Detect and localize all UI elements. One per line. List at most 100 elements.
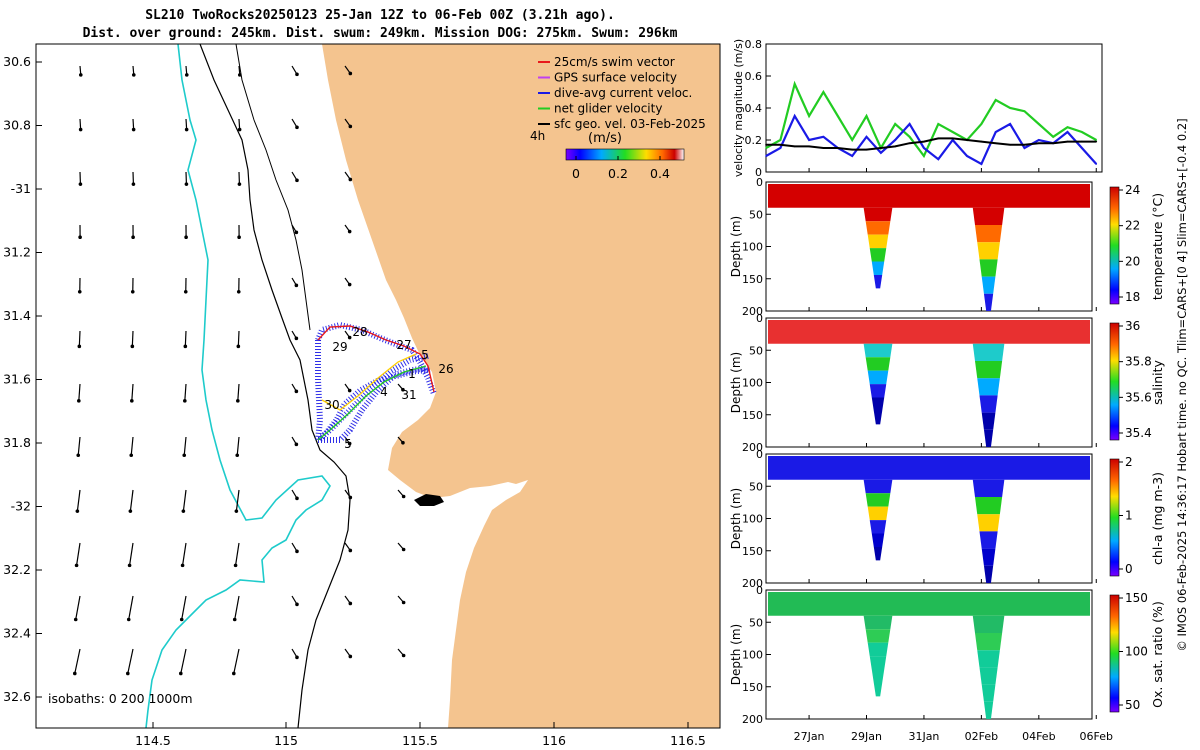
section-band — [972, 207, 1005, 225]
lat-tick-label: -31 — [11, 181, 31, 196]
velocity-arrowhead — [131, 235, 135, 239]
velocity-point — [923, 147, 925, 149]
cbar-tick-label: 35.4 — [1125, 426, 1152, 440]
velocity-arrow — [183, 436, 187, 456]
lat-tick-label: 31.8 — [3, 435, 31, 450]
section-plot: 0 50 100 150 200 18 20 22 24 — [742, 176, 1140, 318]
time-tick-label: 04Feb — [1022, 730, 1055, 743]
velocity-point — [1052, 142, 1054, 144]
velocity-arrowhead — [131, 182, 136, 186]
section-band — [983, 701, 994, 719]
cbar-tick-label: 1 — [1125, 509, 1133, 523]
section-band — [865, 493, 891, 507]
velocity-arrowhead — [237, 235, 241, 239]
section-band — [871, 397, 885, 411]
section-band — [977, 514, 1000, 532]
speed-colorbar — [565, 148, 685, 161]
velocity-point — [865, 115, 868, 117]
lat-tick-label: -32 — [11, 499, 31, 514]
credit-text: © IMOS 06-Feb-2025 14:36:17 Hobart time.… — [1175, 118, 1189, 651]
depth-tick-label: 100 — [742, 241, 763, 254]
velocity-point — [851, 155, 853, 157]
velocity-point — [894, 145, 897, 148]
section-band — [979, 259, 998, 277]
salinity-cbar-label: salinity — [1150, 359, 1165, 404]
velocity-arrow — [184, 383, 187, 401]
velocity-point — [937, 123, 940, 125]
section-band — [867, 642, 889, 657]
track-day-label: 31 — [401, 388, 416, 402]
glider-track — [314, 321, 437, 448]
rottnest-island — [414, 494, 444, 506]
velocity-arrowhead — [130, 289, 135, 294]
chl-cbar-label: chl-a (mg m-3) — [1150, 472, 1165, 565]
lat-tick-label: 32.2 — [3, 562, 31, 577]
velocity-point — [908, 123, 911, 125]
velocity-point — [765, 155, 767, 157]
section-band — [975, 497, 1003, 515]
velocity-arrowhead — [131, 73, 136, 77]
section-band — [869, 656, 887, 670]
velocity-point — [808, 145, 810, 148]
section-band — [979, 395, 998, 413]
velocity-arrow — [75, 542, 81, 566]
velocity-arrowhead — [348, 71, 353, 76]
velocity-point — [1095, 139, 1098, 141]
isobath-1000m — [145, 44, 331, 728]
depth-tick-label: 100 — [742, 377, 763, 390]
section-band — [977, 242, 1000, 260]
track-day-label: 5 — [421, 348, 429, 362]
velocity-point — [765, 144, 767, 146]
velocity-point — [937, 137, 940, 140]
velocity-arrow-field — [73, 65, 406, 676]
velocity-point — [1009, 144, 1011, 146]
velocity-arrowhead — [236, 399, 240, 403]
time-tick-label: 02Feb — [965, 730, 998, 743]
depth-tick-label: 50 — [749, 616, 763, 629]
velocity-arrowhead — [401, 600, 406, 605]
velocity-arrowhead — [294, 283, 299, 288]
track-day-label: 1 — [408, 367, 416, 381]
section-band — [869, 520, 887, 534]
velocity-arrowhead — [183, 289, 188, 294]
cbar-tick-label: 35.6 — [1125, 390, 1152, 404]
velocity-point — [779, 144, 782, 146]
velocity-arrow — [180, 648, 187, 674]
time-tick-label: 31Jan — [908, 730, 939, 743]
velocity-ytick-label: 0.6 — [745, 70, 763, 83]
velocity-arrowhead — [184, 182, 189, 186]
section-band — [975, 225, 1003, 243]
velocity-point — [937, 158, 940, 160]
velocity-arrowhead — [348, 124, 353, 129]
depth-tick-label: 150 — [742, 545, 763, 558]
velocity-arrowhead — [348, 654, 353, 659]
section-band — [983, 293, 994, 311]
section-surface-layer — [768, 320, 1090, 344]
cbar-tick-label: 0 — [1125, 562, 1133, 576]
track-day-label: 5 — [344, 437, 352, 451]
velocity-arrowhead — [347, 335, 352, 340]
velocity-arrowhead — [401, 440, 405, 445]
velocity-ylabel: velocity magnitude (m/s) — [732, 39, 745, 177]
depth-tick-label: 200 — [742, 713, 763, 726]
velocity-point — [822, 147, 825, 149]
depth-tick-label: 0 — [756, 312, 763, 325]
velocity-point — [822, 136, 825, 138]
section-band — [867, 370, 889, 385]
velocity-arrow — [181, 595, 187, 620]
velocity-arrowhead — [348, 601, 353, 606]
colorbar-tick-label: 0.2 — [608, 166, 628, 181]
velocity-arrow — [237, 330, 240, 347]
velocity-arrowhead — [78, 127, 83, 132]
velocity-arrowhead — [77, 344, 82, 349]
velocity-arrowhead — [295, 178, 299, 183]
section-panels: Depth (m) temperature (°C) Depth (m) sal… — [729, 176, 1165, 726]
velocity-arrowhead — [237, 127, 242, 132]
velocity-arrowhead — [130, 399, 134, 403]
depth-tick-label: 0 — [756, 448, 763, 461]
oxygen-cbar-label: Ox. sat. ratio (%) — [1150, 601, 1165, 708]
speed-colorbar-ticks: 0 0.2 0.4 — [572, 156, 670, 181]
time-tick-label: 27Jan — [794, 730, 825, 743]
velocity-arrowhead — [180, 563, 185, 568]
velocity-point — [808, 139, 810, 141]
